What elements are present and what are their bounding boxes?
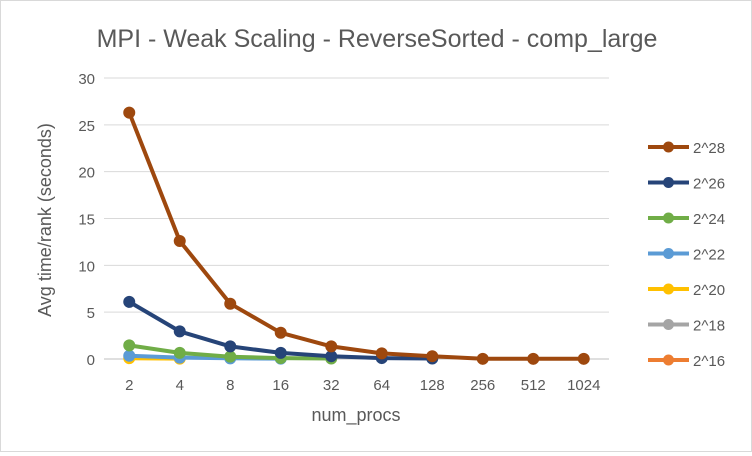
data-point (124, 350, 135, 361)
legend-label: 2^16 (693, 353, 725, 370)
series-lines (124, 107, 590, 364)
legend-item: 2^16 (648, 353, 725, 370)
legend-marker (663, 213, 674, 224)
data-point (427, 351, 438, 362)
data-point (225, 298, 236, 309)
data-point (174, 347, 185, 358)
x-tick-label: 32 (323, 377, 340, 394)
legend-item: 2^18 (648, 318, 725, 335)
legend-item: 2^28 (648, 140, 725, 157)
legend-marker (663, 177, 674, 188)
data-point (326, 341, 337, 352)
series-2^28 (124, 107, 590, 364)
x-tick-label: 256 (470, 377, 495, 394)
data-point (174, 235, 185, 246)
gridlines (104, 78, 609, 359)
y-tick-label: 10 (78, 258, 95, 275)
data-point (225, 351, 236, 362)
x-tick-label: 2 (125, 377, 133, 394)
y-axis-label: Avg time/rank (seconds) (35, 123, 55, 317)
x-tick-label: 8 (226, 377, 234, 394)
data-point (275, 327, 286, 338)
legend-marker (663, 355, 674, 366)
legend-label: 2^20 (693, 282, 725, 299)
legend-item: 2^22 (648, 247, 725, 264)
data-point (376, 348, 387, 359)
data-point (225, 341, 236, 352)
y-tick-label: 0 (87, 352, 95, 369)
data-point (578, 353, 589, 364)
legend-label: 2^24 (693, 211, 725, 228)
x-tick-label: 1024 (567, 377, 600, 394)
y-tick-label: 15 (78, 212, 95, 229)
legend-label: 2^18 (693, 318, 725, 335)
legend-label: 2^28 (693, 140, 725, 157)
data-point (528, 353, 539, 364)
x-axis-ticks: 2 4 8 16 32 64 128 256 512 1024 (125, 377, 600, 394)
legend-marker (663, 284, 674, 295)
x-tick-label: 16 (272, 377, 289, 394)
legend-marker (663, 319, 674, 330)
data-point (124, 107, 135, 118)
legend-item: 2^20 (648, 282, 725, 299)
x-tick-label: 64 (373, 377, 390, 394)
x-tick-label: 128 (420, 377, 445, 394)
legend-label: 2^26 (693, 176, 725, 193)
legend-item: 2^24 (648, 211, 725, 228)
legend: 2^28 2^26 2^24 2^22 2^20 2^18 2^16 (648, 140, 725, 370)
y-tick-label: 5 (87, 305, 95, 322)
x-tick-label: 512 (521, 377, 546, 394)
legend-label: 2^22 (693, 247, 725, 264)
y-tick-label: 20 (78, 165, 95, 182)
chart-title: MPI - Weak Scaling - ReverseSorted - com… (97, 25, 658, 53)
y-axis-ticks: 0 5 10 15 20 25 30 (78, 71, 95, 369)
x-axis-label: num_procs (311, 405, 400, 426)
y-tick-label: 30 (78, 71, 95, 88)
data-point (477, 353, 488, 364)
legend-marker (663, 248, 674, 259)
x-tick-label: 4 (176, 377, 184, 394)
data-point (174, 326, 185, 337)
legend-item: 2^26 (648, 176, 725, 193)
series-line (129, 113, 584, 359)
legend-marker (663, 142, 674, 153)
data-point (275, 347, 286, 358)
y-tick-label: 25 (78, 118, 95, 135)
data-point (124, 340, 135, 351)
data-point (124, 296, 135, 307)
